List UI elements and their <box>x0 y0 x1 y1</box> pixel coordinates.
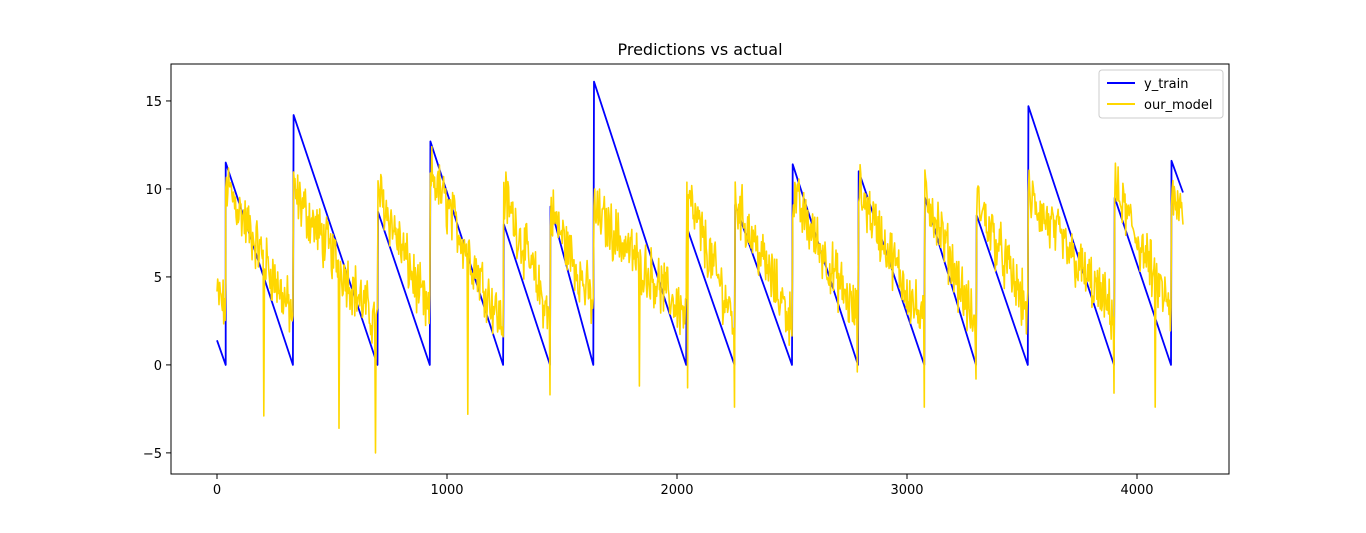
x-axis: 0 1000 2000 3000 4000 <box>213 474 1154 498</box>
chart-title: Predictions vs actual <box>617 40 782 59</box>
plot-series <box>216 80 1184 454</box>
x-tick-label: 3000 <box>890 483 923 498</box>
series-line-our-model <box>216 145 1184 454</box>
y-axis: −5 0 5 10 15 <box>143 95 171 462</box>
y-tick-label: 10 <box>145 183 162 198</box>
legend-label: y_train <box>1144 77 1188 92</box>
x-tick-label: 0 <box>213 483 221 498</box>
y-tick-label: 15 <box>145 95 162 110</box>
legend-label: our_model <box>1144 98 1213 113</box>
y-tick-label: −5 <box>143 447 162 462</box>
x-tick-label: 2000 <box>660 483 693 498</box>
x-tick-label: 1000 <box>430 483 463 498</box>
plot-frame <box>170 63 1230 475</box>
y-tick-label: 0 <box>154 359 162 374</box>
legend: y_train our_model <box>1098 69 1224 119</box>
x-tick-label: 4000 <box>1120 483 1153 498</box>
y-tick-label: 5 <box>154 271 162 286</box>
